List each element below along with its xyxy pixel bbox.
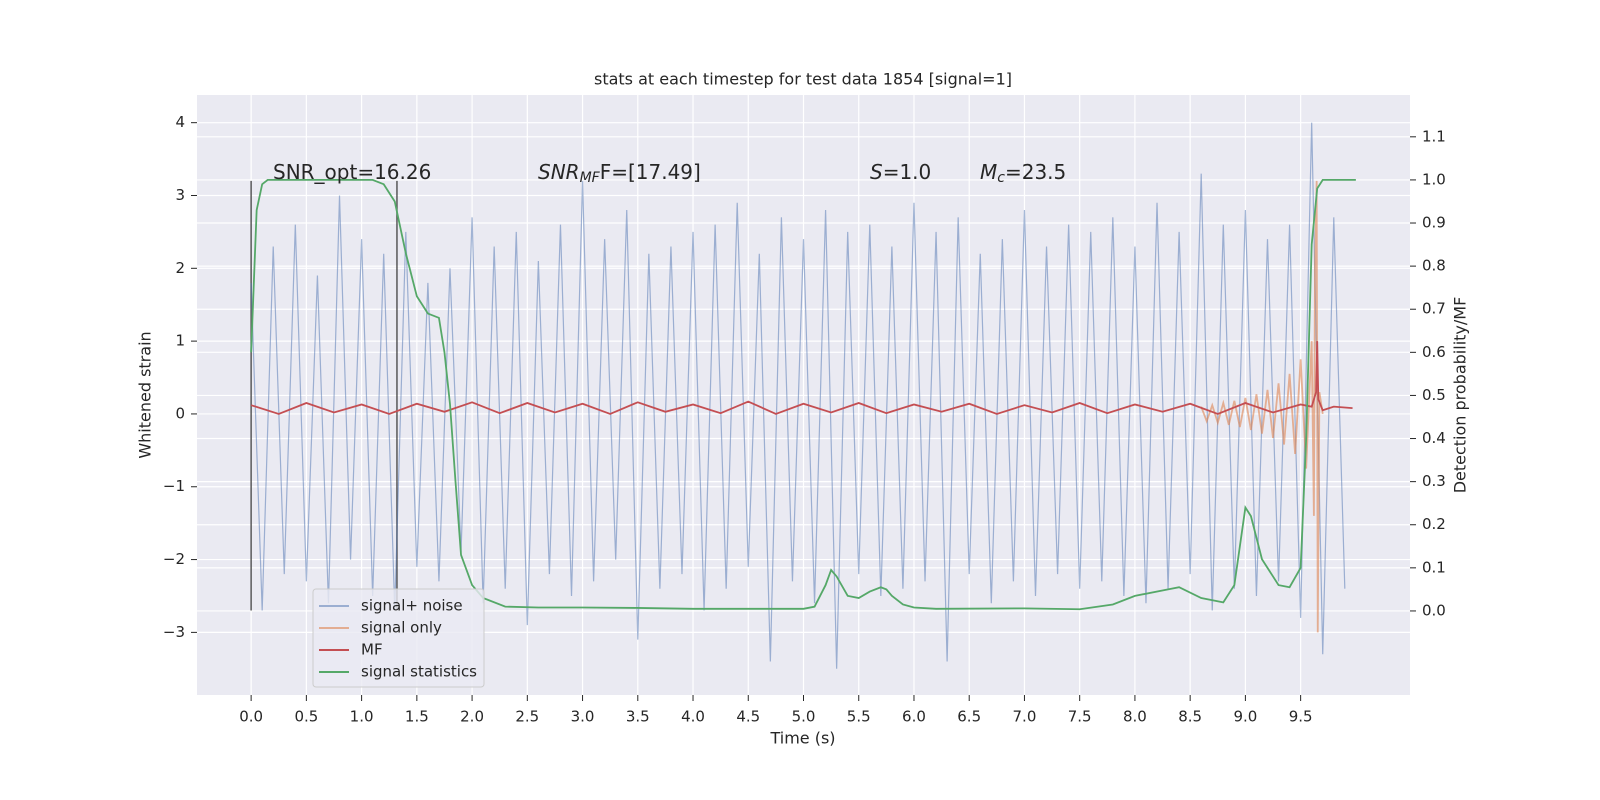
y-tick-label: −2 (163, 550, 185, 568)
legend-label: signal only (361, 619, 442, 637)
y2-tick-label: 0.1 (1422, 558, 1446, 576)
x-tick-label: 1.0 (350, 708, 374, 726)
x-tick-label: 2.5 (515, 708, 539, 726)
x-tick-label: 9.5 (1289, 708, 1313, 726)
x-tick-label: 5.0 (792, 708, 816, 726)
annotation-sub: MF (580, 170, 601, 186)
x-tick-label: 7.0 (1013, 708, 1037, 726)
y2-tick-label: 0.5 (1422, 386, 1446, 404)
x-tick-label: 8.5 (1178, 708, 1202, 726)
annotation: S=1.0 (870, 160, 931, 184)
y-axis-label: Whitened strain (136, 331, 155, 458)
series-line (250, 179, 1356, 611)
x-tick-label: 7.5 (1068, 708, 1092, 726)
x-tick-label: 8.0 (1123, 708, 1147, 726)
x-tick-label: 6.5 (957, 708, 981, 726)
y-tick-label: −3 (163, 623, 185, 641)
annotation-rest: =23.5 (1005, 160, 1066, 184)
legend-label: signal+ noise (361, 597, 463, 615)
y2-tick-label: 0.0 (1422, 601, 1446, 619)
x-tick-label: 4.5 (736, 708, 760, 726)
legend-label: signal statistics (361, 663, 477, 681)
y-tick-label: 1 (175, 332, 185, 350)
y-tick-label: 3 (175, 186, 185, 204)
y-tick-label: 2 (175, 259, 185, 277)
y2-tick-label: 0.6 (1422, 343, 1446, 361)
y2-tick-label: 0.8 (1422, 257, 1446, 275)
annotation-main: SNR_opt=16.26 (273, 160, 431, 184)
y2-axis-label: Detection probability/MF (1451, 297, 1470, 494)
y-tick-label: −1 (163, 477, 185, 495)
x-axis-label: Time (s) (769, 729, 835, 748)
series-line (250, 341, 1353, 415)
y2-tick-label: 1.1 (1422, 127, 1446, 145)
x-tick-label: 0.5 (294, 708, 318, 726)
annotation-main: S (870, 160, 883, 184)
y2-tick-label: 0.2 (1422, 515, 1446, 533)
x-tick-label: 0.0 (239, 708, 263, 726)
annotation-main: M (980, 160, 997, 184)
annotation: SNRMFF=[17.49] (538, 160, 701, 187)
y2-tick-label: 1.0 (1422, 170, 1446, 188)
y2-tick-label: 0.7 (1422, 300, 1446, 318)
annotation-main: SNR (538, 160, 580, 184)
legend-label: MF (361, 641, 383, 659)
y-tick-label: 4 (175, 113, 185, 131)
x-tick-label: 6.0 (902, 708, 926, 726)
x-tick-label: 5.5 (847, 708, 871, 726)
x-tick-label: 3.0 (571, 708, 595, 726)
x-tick-label: 1.5 (405, 708, 429, 726)
x-tick-label: 3.5 (626, 708, 650, 726)
x-tick-label: 9.0 (1233, 708, 1257, 726)
chart-title: stats at each timestep for test data 185… (594, 70, 1012, 89)
series-line (250, 122, 1346, 669)
legend-box (312, 588, 485, 688)
y-tick-label: 0 (175, 404, 185, 422)
annotation: Mc=23.5 (980, 160, 1066, 187)
annotation: SNR_opt=16.26 (273, 160, 431, 184)
y2-tick-label: 0.3 (1422, 472, 1446, 490)
x-tick-label: 2.0 (460, 708, 484, 726)
annotation-rest: F=[17.49] (600, 160, 701, 184)
y2-tick-label: 0.9 (1422, 214, 1446, 232)
annotation-sub: c (997, 170, 1005, 186)
y2-tick-label: 0.4 (1422, 429, 1446, 447)
x-tick-label: 4.0 (681, 708, 705, 726)
annotation-rest: =1.0 (883, 160, 932, 184)
